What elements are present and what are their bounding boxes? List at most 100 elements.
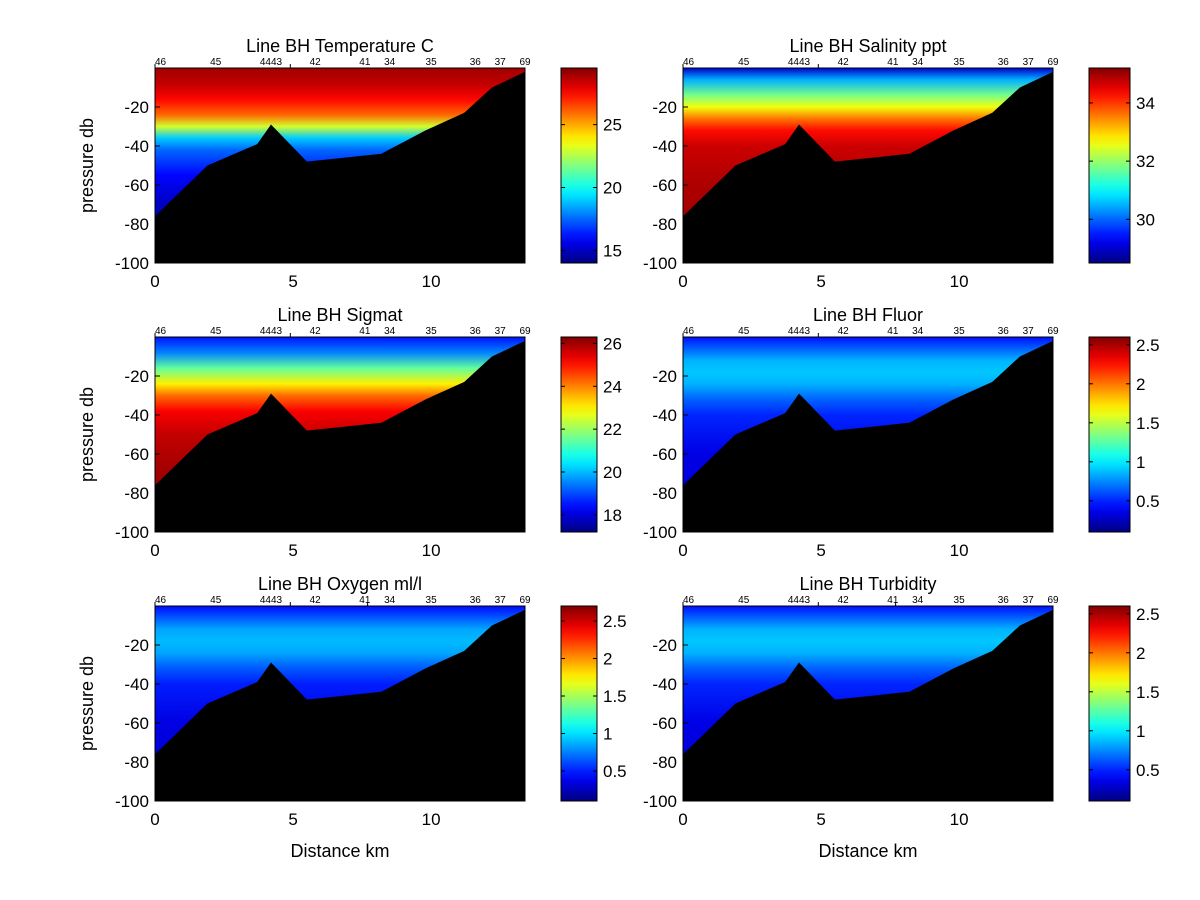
station-label: 69 xyxy=(1047,57,1059,68)
y-tick-label: -100 xyxy=(643,523,677,542)
axes-frame xyxy=(682,605,1054,802)
x-tick-label: 0 xyxy=(678,541,687,560)
x-tick-label: 0 xyxy=(150,810,159,829)
colorbar-gradient xyxy=(560,67,598,264)
panel-2: Line BH Salinity ppt 46 45 4443 42 41 34 35 36 37… xyxy=(643,36,1155,291)
station-label: 35 xyxy=(954,595,966,606)
colorbar-tick-label: 2.5 xyxy=(1136,605,1160,624)
seafloor xyxy=(683,337,1053,532)
colorbar: 0.5 1 1.5 2 2.5 xyxy=(560,605,627,802)
station-label: 42 xyxy=(838,57,850,68)
y-axis-label: pressure db xyxy=(77,387,97,482)
station-label: 36 xyxy=(998,595,1010,606)
colorbar-tick-label: 1.5 xyxy=(1136,414,1160,433)
y-tick-label: -40 xyxy=(652,137,677,156)
chart-title: Line BH Fluor xyxy=(813,305,923,325)
chart-title: Line BH Salinity ppt xyxy=(789,36,946,56)
station-label: 69 xyxy=(519,595,531,606)
x-tick-label: 10 xyxy=(422,810,441,829)
station-label: 35 xyxy=(954,57,966,68)
x-tick-label: 10 xyxy=(422,272,441,291)
y-tick-label: -60 xyxy=(124,714,149,733)
station-label: 41 xyxy=(887,57,899,68)
y-tick-label: -80 xyxy=(652,484,677,503)
station-label: 4443 xyxy=(260,326,283,337)
station-label: 42 xyxy=(310,57,322,68)
panel-3: Line BH Sigmat 46 45 4443 42 41 34 35 36 37 69 0 5 10… xyxy=(77,305,622,560)
station-label: 4443 xyxy=(260,595,283,606)
colorbar-tick-label: 25 xyxy=(603,116,622,135)
y-tick-label: -40 xyxy=(652,406,677,425)
x-tick-label: 10 xyxy=(950,541,969,560)
station-label: 45 xyxy=(210,326,222,337)
y-tick-label: -80 xyxy=(652,753,677,772)
station-label: 46 xyxy=(683,595,695,606)
colorbar-tick-label: 30 xyxy=(1136,210,1155,229)
axes-frame xyxy=(154,336,526,533)
colorbar-tick-label: 1 xyxy=(603,725,612,744)
colorbar-tick-label: 0.5 xyxy=(1136,761,1160,780)
y-tick-label: -80 xyxy=(652,215,677,234)
y-tick-label: -20 xyxy=(124,367,149,386)
station-label: 46 xyxy=(683,326,695,337)
station-label: 42 xyxy=(310,326,322,337)
colorbar-tick-label: 2.5 xyxy=(603,612,627,631)
colorbar-tick-label: 15 xyxy=(603,241,622,260)
x-tick-label: 5 xyxy=(288,541,297,560)
x-tick-label: 0 xyxy=(678,810,687,829)
seafloor xyxy=(155,68,525,263)
panel-1: Line BH Temperature C 46 45 4443 42 41 34 35 36 3… xyxy=(77,36,622,291)
colorbar-tick-label: 34 xyxy=(1136,94,1155,113)
station-label: 46 xyxy=(155,326,167,337)
station-label: 34 xyxy=(384,595,396,606)
colorbar-tick-label: 1.5 xyxy=(1136,683,1160,702)
colorbar-gradient xyxy=(560,605,598,802)
station-label: 41 xyxy=(887,326,899,337)
station-label: 69 xyxy=(1047,595,1059,606)
x-tick-label: 10 xyxy=(422,541,441,560)
station-label: 34 xyxy=(912,326,924,337)
colorbar-tick-label: 2 xyxy=(603,650,612,669)
y-tick-label: -20 xyxy=(124,636,149,655)
y-tick-label: -20 xyxy=(652,636,677,655)
y-tick-label: -80 xyxy=(124,215,149,234)
x-tick-label: 10 xyxy=(950,272,969,291)
station-label: 36 xyxy=(998,57,1010,68)
y-tick-label: -40 xyxy=(124,137,149,156)
y-tick-label: -80 xyxy=(124,484,149,503)
y-tick-label: -20 xyxy=(124,98,149,117)
y-tick-label: -20 xyxy=(652,98,677,117)
station-label: 45 xyxy=(738,326,750,337)
station-label: 41 xyxy=(359,57,371,68)
seafloor xyxy=(155,606,525,801)
station-label: 35 xyxy=(426,326,438,337)
colorbar-tick-label: 2 xyxy=(1136,644,1145,663)
station-label: 35 xyxy=(426,57,438,68)
station-label: 41 xyxy=(359,326,371,337)
station-label: 4443 xyxy=(788,595,811,606)
panel-5: Line BH Oxygen ml/l 46 45 4443 42 41 34 35 36 37 6… xyxy=(77,574,627,861)
colorbar-tick-label: 0.5 xyxy=(603,762,627,781)
colorbar: 15 20 25 xyxy=(560,67,622,264)
station-label: 4443 xyxy=(788,326,811,337)
station-label: 37 xyxy=(495,57,507,68)
station-label: 35 xyxy=(426,595,438,606)
y-tick-label: -60 xyxy=(652,714,677,733)
colorbar-tick-label: 2 xyxy=(1136,375,1145,394)
x-tick-label: 5 xyxy=(816,541,825,560)
x-tick-label: 0 xyxy=(150,272,159,291)
y-tick-label: -60 xyxy=(124,445,149,464)
x-tick-label: 0 xyxy=(150,541,159,560)
station-label: 42 xyxy=(838,326,850,337)
colorbar-tick-label: 0.5 xyxy=(1136,492,1160,511)
seafloor xyxy=(683,68,1053,263)
station-label: 46 xyxy=(155,595,167,606)
colorbar-tick-label: 26 xyxy=(603,334,622,353)
chart-title: Line BH Oxygen ml/l xyxy=(258,574,422,594)
y-tick-label: -60 xyxy=(652,176,677,195)
station-label: 36 xyxy=(470,595,482,606)
x-tick-label: 5 xyxy=(288,272,297,291)
y-tick-label: -80 xyxy=(124,753,149,772)
colorbar-tick-label: 20 xyxy=(603,179,622,198)
station-label: 45 xyxy=(738,595,750,606)
